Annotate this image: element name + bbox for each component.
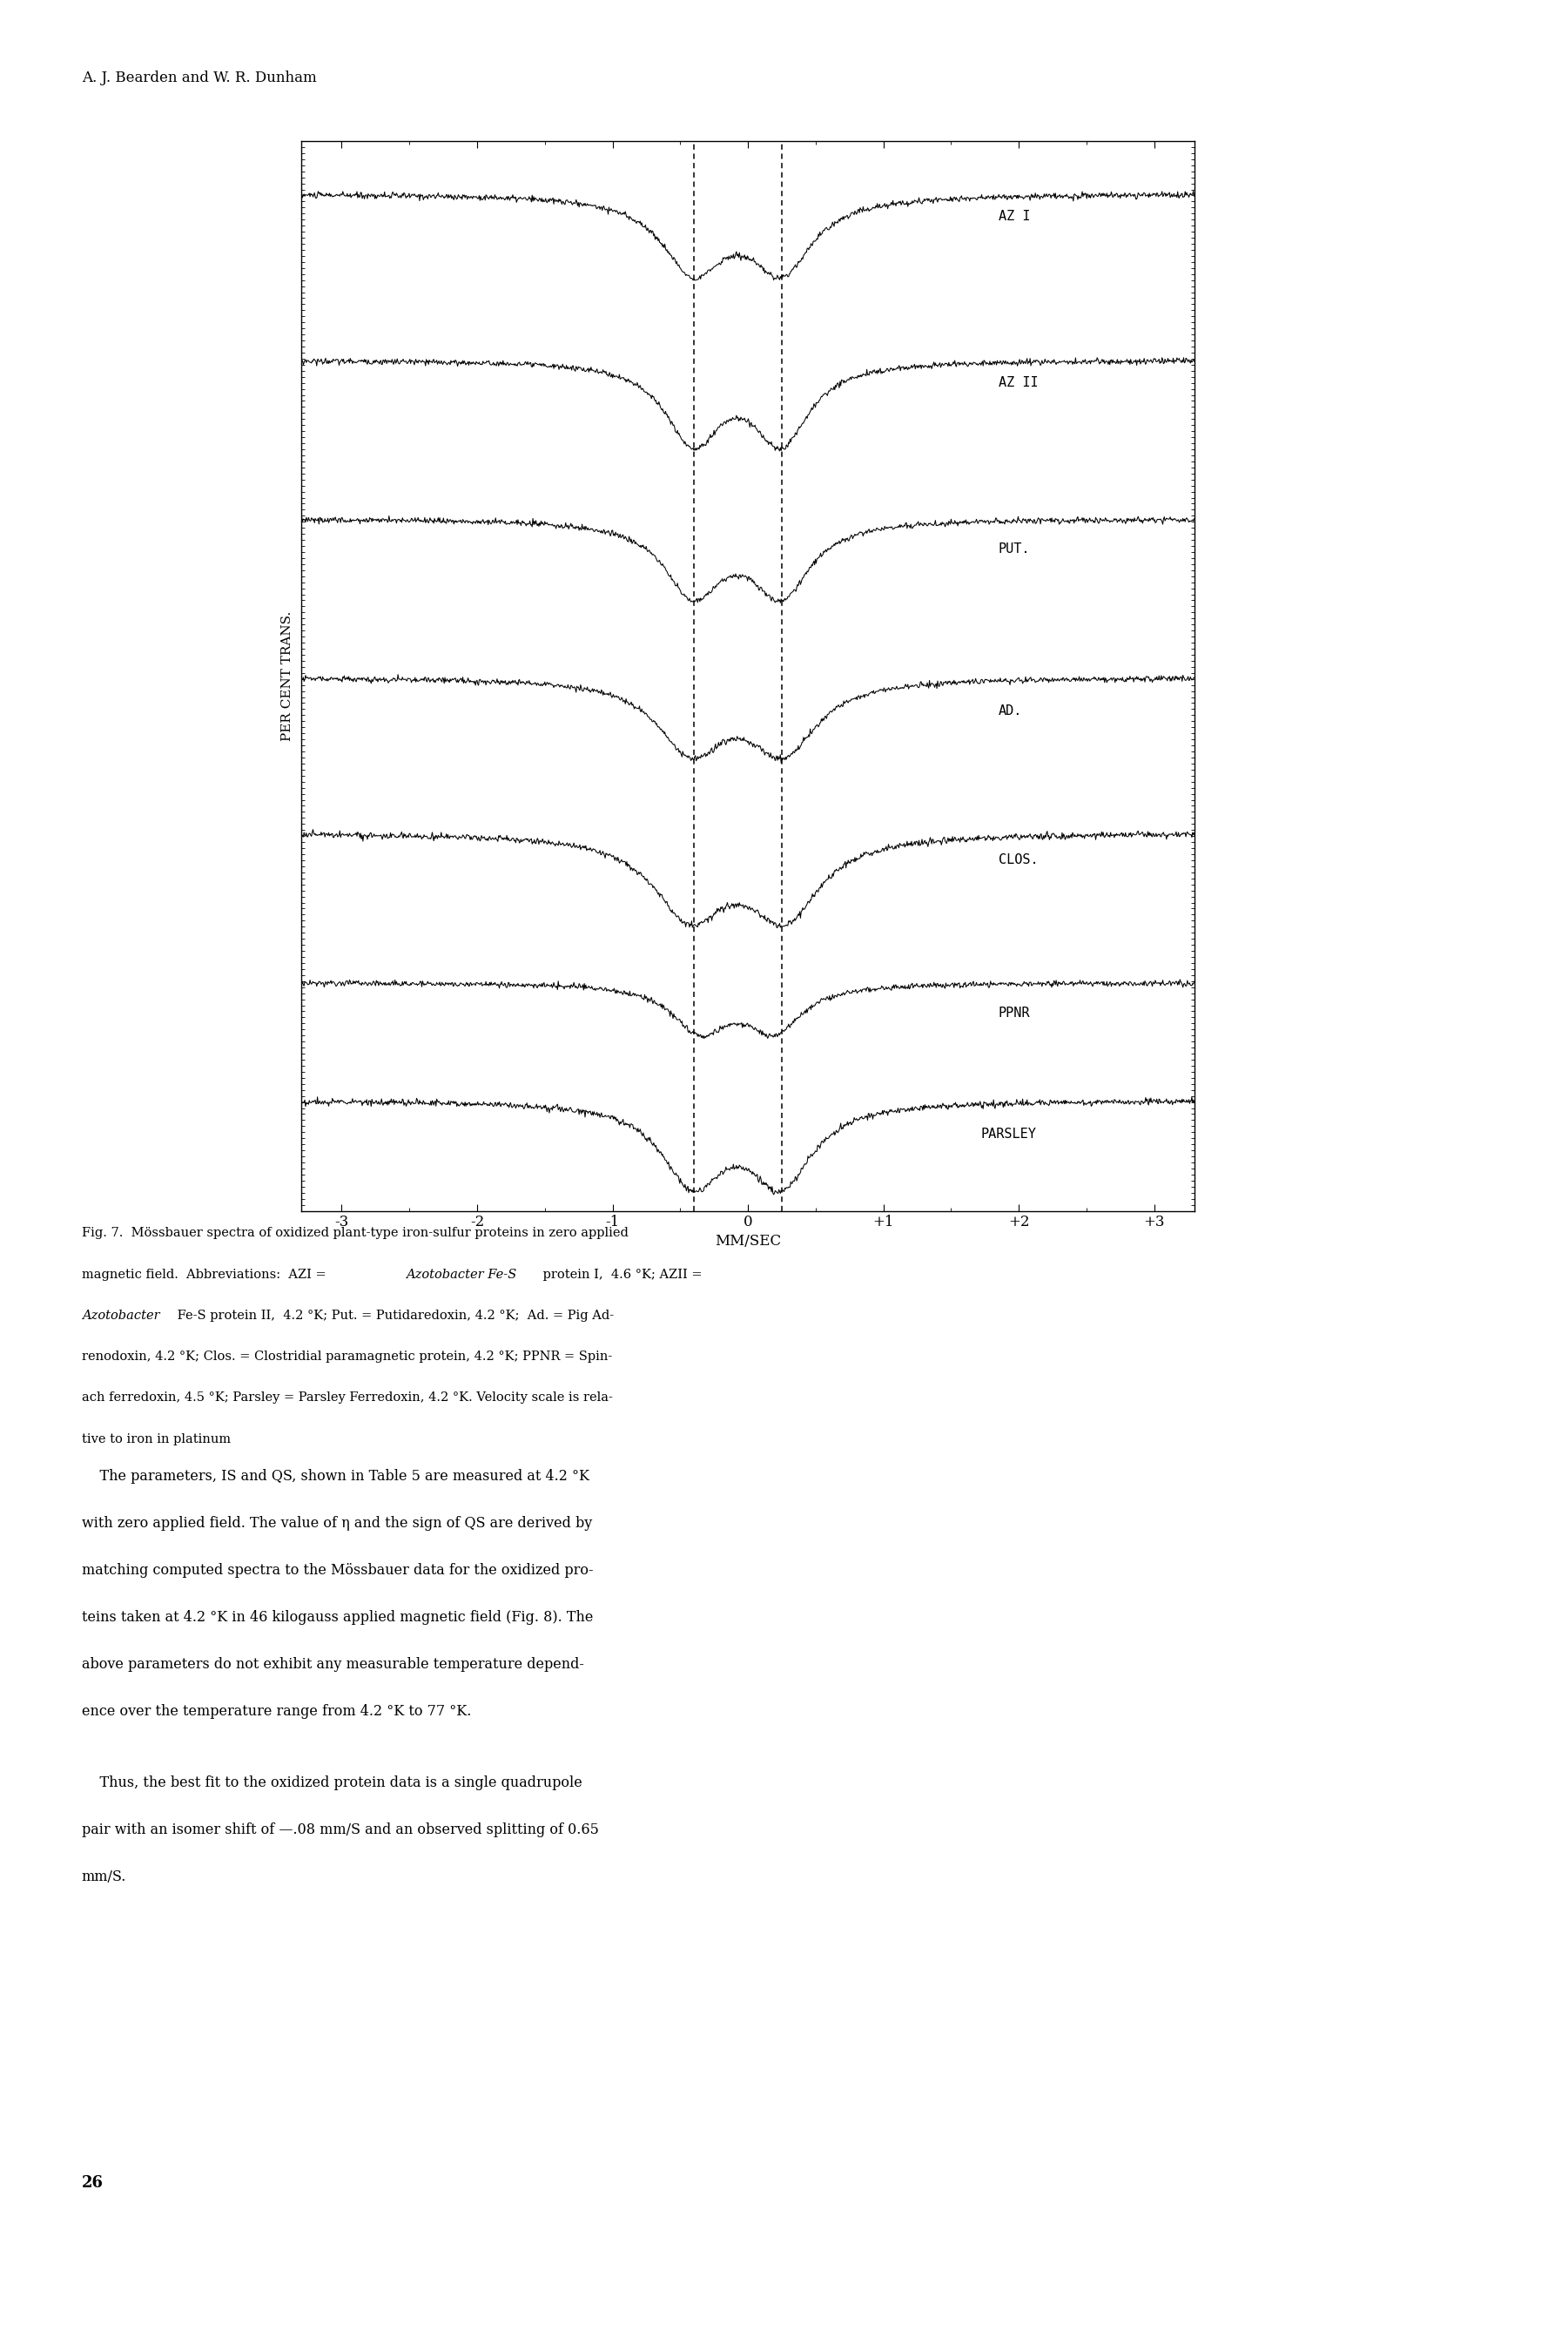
Text: 26: 26 xyxy=(82,2175,103,2191)
Text: CLOS.: CLOS. xyxy=(999,853,1038,868)
Text: Fe-S protein II,  4.2 °K; Put. = Putidaredoxin, 4.2 °K;  Ad. = Pig Ad-: Fe-S protein II, 4.2 °K; Put. = Putidare… xyxy=(172,1310,613,1321)
Text: The parameters, IS and QS, shown in Table 5 are measured at 4.2 °K: The parameters, IS and QS, shown in Tabl… xyxy=(82,1469,590,1483)
Text: with zero applied field. The value of η and the sign of QS are derived by: with zero applied field. The value of η … xyxy=(82,1516,593,1531)
Text: tive to iron in platinum: tive to iron in platinum xyxy=(82,1434,230,1446)
Text: above parameters do not exhibit any measurable temperature depend-: above parameters do not exhibit any meas… xyxy=(82,1657,583,1672)
Text: AZ II: AZ II xyxy=(999,376,1038,390)
Text: Azotobacter: Azotobacter xyxy=(82,1310,160,1321)
Text: AD.: AD. xyxy=(999,705,1022,717)
Text: renodoxin, 4.2 °K; Clos. = Clostridial paramagnetic protein, 4.2 °K; PPNR = Spin: renodoxin, 4.2 °K; Clos. = Clostridial p… xyxy=(82,1349,612,1364)
Text: mm/S.: mm/S. xyxy=(82,1869,127,1883)
Text: teins taken at 4.2 °K in 46 kilogauss applied magnetic field (Fig. 8). The: teins taken at 4.2 °K in 46 kilogauss ap… xyxy=(82,1610,593,1625)
Text: ence over the temperature range from 4.2 °K to 77 °K.: ence over the temperature range from 4.2… xyxy=(82,1704,470,1719)
Text: PPNR: PPNR xyxy=(999,1006,1030,1020)
Text: magnetic field.  Abbreviations:  AZI =: magnetic field. Abbreviations: AZI = xyxy=(82,1270,329,1281)
Text: Thus, the best fit to the oxidized protein data is a single quadrupole: Thus, the best fit to the oxidized prote… xyxy=(82,1775,582,1789)
Text: Azotobacter Fe-S: Azotobacter Fe-S xyxy=(406,1270,516,1281)
Text: PARSLEY: PARSLEY xyxy=(982,1126,1036,1140)
Text: AZ I: AZ I xyxy=(999,209,1030,223)
Text: Fig. 7.  Mössbauer spectra of oxidized plant-type iron-sulfur proteins in zero a: Fig. 7. Mössbauer spectra of oxidized pl… xyxy=(82,1227,629,1239)
Text: ach ferredoxin, 4.5 °K; Parsley = Parsley Ferredoxin, 4.2 °K. Velocity scale is : ach ferredoxin, 4.5 °K; Parsley = Parsle… xyxy=(82,1392,613,1404)
Text: matching computed spectra to the Mössbauer data for the oxidized pro-: matching computed spectra to the Mössbau… xyxy=(82,1563,593,1578)
Y-axis label: PER CENT TRANS.: PER CENT TRANS. xyxy=(281,611,293,741)
Text: A. J. Bearden and W. R. Dunham: A. J. Bearden and W. R. Dunham xyxy=(82,71,317,85)
Text: PUT.: PUT. xyxy=(999,543,1030,555)
Text: protein I,  4.6 °K; AZII =: protein I, 4.6 °K; AZII = xyxy=(539,1270,702,1281)
X-axis label: MM/SEC: MM/SEC xyxy=(715,1234,781,1248)
Text: pair with an isomer shift of —.08 mm/S and an observed splitting of 0.65: pair with an isomer shift of —.08 mm/S a… xyxy=(82,1822,599,1836)
